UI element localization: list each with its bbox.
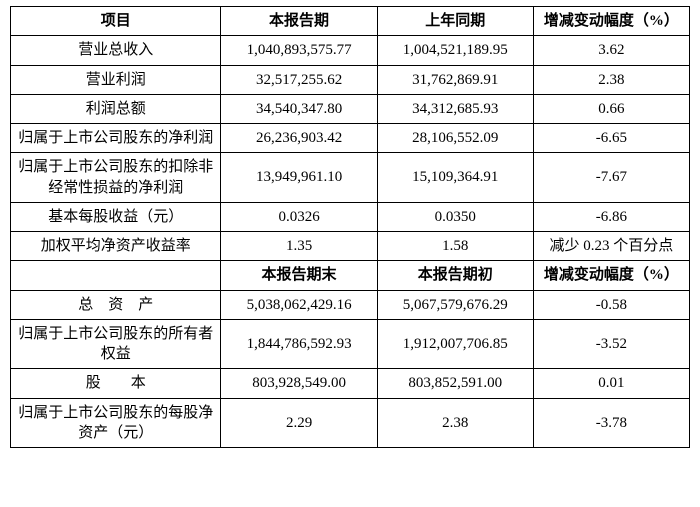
row-prior: 1.58 — [377, 232, 533, 261]
row-change: 2.38 — [533, 65, 689, 94]
table-row: 加权平均净资产收益率 1.35 1.58 减少 0.23 个百分点 — [11, 232, 690, 261]
row-label: 归属于上市公司股东的扣除非经常性损益的净利润 — [11, 153, 221, 203]
subheader-item — [11, 261, 221, 290]
table-row: 基本每股收益（元） 0.0326 0.0350 -6.86 — [11, 202, 690, 231]
table-row: 营业利润 32,517,255.62 31,762,869.91 2.38 — [11, 65, 690, 94]
subheader-change: 增减变动幅度（%） — [533, 261, 689, 290]
row-current: 13,949,961.10 — [221, 153, 377, 203]
row-change: -7.67 — [533, 153, 689, 203]
row-change: -6.86 — [533, 202, 689, 231]
row-label: 加权平均净资产收益率 — [11, 232, 221, 261]
row-prior: 0.0350 — [377, 202, 533, 231]
row-label: 总 资 产 — [11, 290, 221, 319]
table-row: 归属于上市公司股东的每股净资产（元） 2.29 2.38 -3.78 — [11, 398, 690, 448]
table-row: 总 资 产 5,038,062,429.16 5,067,579,676.29 … — [11, 290, 690, 319]
financial-table-wrapper: 项目 本报告期 上年同期 增减变动幅度（%） 营业总收入 1,040,893,5… — [0, 0, 700, 507]
row-label: 归属于上市公司股东的所有者权益 — [11, 319, 221, 369]
table-row: 利润总额 34,540,347.80 34,312,685.93 0.66 — [11, 94, 690, 123]
row-change: 0.01 — [533, 369, 689, 398]
row-prior: 803,852,591.00 — [377, 369, 533, 398]
row-label: 利润总额 — [11, 94, 221, 123]
row-change: 3.62 — [533, 36, 689, 65]
table-row: 归属于上市公司股东的净利润 26,236,903.42 28,106,552.0… — [11, 124, 690, 153]
row-label: 归属于上市公司股东的每股净资产（元） — [11, 398, 221, 448]
financial-table: 项目 本报告期 上年同期 增减变动幅度（%） 营业总收入 1,040,893,5… — [10, 6, 690, 448]
row-current: 1,844,786,592.93 — [221, 319, 377, 369]
subheader-current: 本报告期末 — [221, 261, 377, 290]
row-prior: 1,912,007,706.85 — [377, 319, 533, 369]
row-label: 营业总收入 — [11, 36, 221, 65]
header-prior: 上年同期 — [377, 7, 533, 36]
row-change: 0.66 — [533, 94, 689, 123]
row-label: 归属于上市公司股东的净利润 — [11, 124, 221, 153]
row-prior: 34,312,685.93 — [377, 94, 533, 123]
row-current: 1.35 — [221, 232, 377, 261]
row-current: 34,540,347.80 — [221, 94, 377, 123]
subheader-prior: 本报告期初 — [377, 261, 533, 290]
row-prior: 1,004,521,189.95 — [377, 36, 533, 65]
table-row: 归属于上市公司股东的所有者权益 1,844,786,592.93 1,912,0… — [11, 319, 690, 369]
row-current: 2.29 — [221, 398, 377, 448]
table-subheader-row: 本报告期末 本报告期初 增减变动幅度（%） — [11, 261, 690, 290]
row-change: 减少 0.23 个百分点 — [533, 232, 689, 261]
row-label: 股 本 — [11, 369, 221, 398]
row-prior: 5,067,579,676.29 — [377, 290, 533, 319]
table-row: 营业总收入 1,040,893,575.77 1,004,521,189.95 … — [11, 36, 690, 65]
row-current: 5,038,062,429.16 — [221, 290, 377, 319]
table-row: 归属于上市公司股东的扣除非经常性损益的净利润 13,949,961.10 15,… — [11, 153, 690, 203]
row-change: -3.52 — [533, 319, 689, 369]
row-label: 营业利润 — [11, 65, 221, 94]
row-change: -0.58 — [533, 290, 689, 319]
row-current: 0.0326 — [221, 202, 377, 231]
row-current: 26,236,903.42 — [221, 124, 377, 153]
header-change: 增减变动幅度（%） — [533, 7, 689, 36]
row-change: -3.78 — [533, 398, 689, 448]
header-item: 项目 — [11, 7, 221, 36]
row-prior: 2.38 — [377, 398, 533, 448]
row-current: 1,040,893,575.77 — [221, 36, 377, 65]
table-row: 股 本 803,928,549.00 803,852,591.00 0.01 — [11, 369, 690, 398]
row-current: 32,517,255.62 — [221, 65, 377, 94]
header-current: 本报告期 — [221, 7, 377, 36]
table-header-row: 项目 本报告期 上年同期 增减变动幅度（%） — [11, 7, 690, 36]
row-current: 803,928,549.00 — [221, 369, 377, 398]
row-prior: 31,762,869.91 — [377, 65, 533, 94]
row-prior: 28,106,552.09 — [377, 124, 533, 153]
row-label: 基本每股收益（元） — [11, 202, 221, 231]
row-change: -6.65 — [533, 124, 689, 153]
row-prior: 15,109,364.91 — [377, 153, 533, 203]
